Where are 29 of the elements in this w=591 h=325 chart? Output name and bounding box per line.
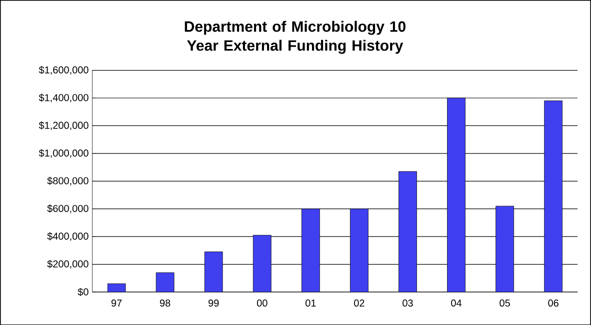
- x-tick-label: 04: [451, 299, 462, 306]
- x-tick-label: 05: [500, 299, 510, 306]
- y-tick-label: $400,000: [47, 232, 88, 241]
- x-tick-label: 01: [306, 299, 316, 306]
- bar: [496, 206, 514, 292]
- x-tick-label: 00: [256, 299, 268, 306]
- x-tick-label: 06: [548, 299, 558, 306]
- y-tick-label: $200,000: [47, 260, 88, 268]
- y-tick-label: $1,200,000: [38, 121, 88, 130]
- x-tick-label: 99: [208, 299, 219, 306]
- chart-title: Department of Microbiology 10 Year External Funding History: [184, 20, 406, 54]
- bar: [544, 100, 563, 292]
- bar: [204, 251, 223, 292]
- y-tick-label: $1,000,000: [38, 148, 88, 158]
- bar: [252, 234, 272, 292]
- bar: [398, 171, 417, 292]
- x-tick-label: 97: [111, 299, 122, 306]
- bar: [447, 98, 466, 292]
- x-tick-label: 03: [402, 299, 413, 306]
- y-tick-label: $1,400,000: [38, 94, 88, 102]
- x-tick-label: 98: [160, 299, 170, 306]
- y-tick-label: $1,600,000: [38, 66, 88, 74]
- bar: [156, 272, 174, 292]
- y-tick-label: $600,000: [47, 204, 88, 214]
- y-tick-label: $0: [78, 288, 88, 296]
- x-tick-label: 02: [354, 299, 364, 306]
- bar: [350, 208, 368, 292]
- y-tick-label: $800,000: [47, 176, 88, 186]
- bar: [301, 208, 320, 292]
